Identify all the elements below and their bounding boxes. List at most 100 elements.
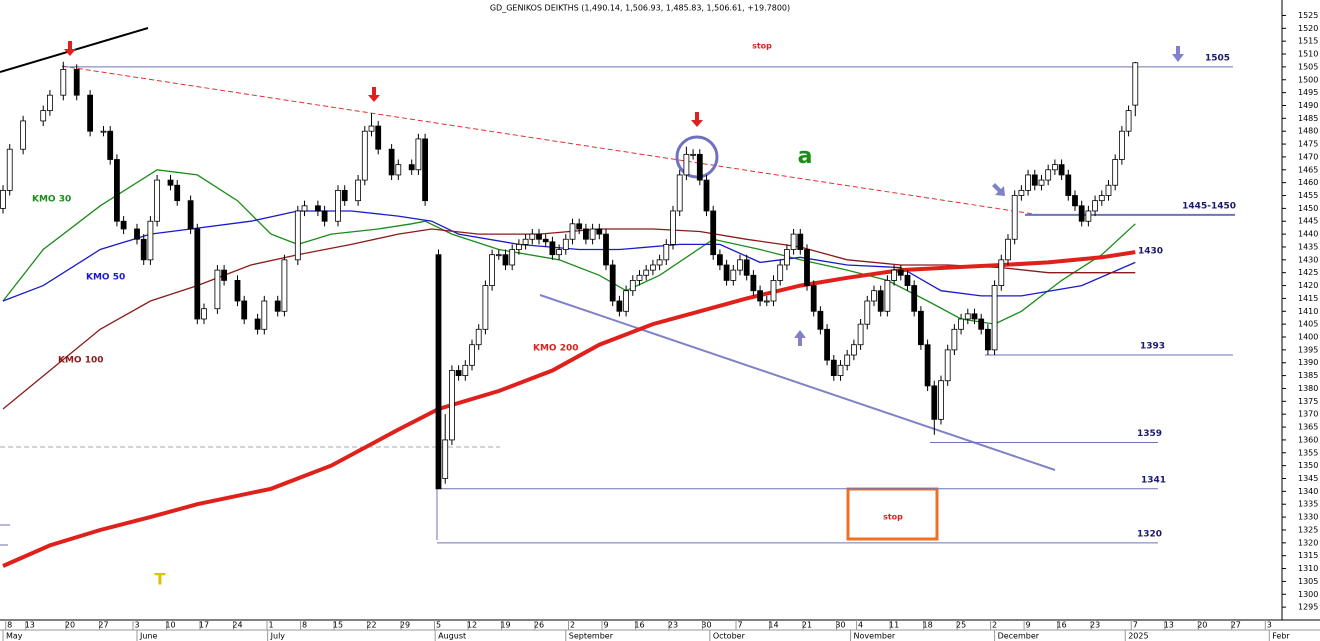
- y-tick-label: 1450: [1298, 204, 1318, 213]
- candle-body: [1005, 238, 1011, 261]
- x-tick-label: 3: [134, 621, 139, 630]
- x-tick-label: 7: [1133, 621, 1138, 630]
- candle-body: [770, 280, 777, 302]
- candle-body: [301, 205, 308, 212]
- candle-body: [690, 153, 696, 156]
- y-tick-label: 1305: [1298, 577, 1318, 586]
- moving-average: [2, 169, 1136, 325]
- candle-body: [335, 189, 341, 222]
- resistance-line: [61, 65, 1041, 216]
- y-tick-label: 1440: [1298, 230, 1318, 239]
- candle-body: [73, 69, 80, 96]
- candle-body: [87, 94, 94, 132]
- y-tick-label: 1400: [1298, 333, 1318, 342]
- x-tick-label: 4: [858, 621, 863, 630]
- candle-body: [1011, 195, 1018, 240]
- candle-body: [757, 290, 763, 302]
- series-label: KMO 30: [32, 195, 71, 205]
- arrow-up: [794, 330, 806, 346]
- level-label: 1445-1450: [1182, 201, 1236, 211]
- month-label: October: [713, 632, 746, 641]
- y-tick-label: 1465: [1298, 165, 1318, 174]
- candle-body: [140, 238, 147, 261]
- candle-body: [415, 138, 422, 171]
- y-tick-label: 1380: [1298, 384, 1318, 393]
- candle-body: [1045, 169, 1052, 181]
- candle-body: [616, 300, 623, 312]
- x-tick-label: 2: [570, 621, 575, 630]
- x-tick-label: 22: [366, 621, 376, 630]
- candle-body: [435, 254, 442, 490]
- candle-body: [134, 228, 140, 240]
- candle-body: [234, 280, 241, 302]
- candle-body: [877, 290, 884, 312]
- candle-body: [241, 300, 248, 320]
- y-tick-label: 1330: [1298, 513, 1318, 522]
- y-tick-label: 1430: [1298, 255, 1318, 264]
- arrow-down: [691, 112, 703, 127]
- level-label: 1430: [1138, 246, 1163, 256]
- candle-body: [964, 313, 971, 320]
- candle-body: [636, 274, 643, 281]
- candle-body: [971, 313, 978, 320]
- y-tick-label: 1340: [1298, 487, 1318, 496]
- candle-body: [1092, 200, 1098, 212]
- candle-body: [649, 264, 656, 271]
- arrow-diagonal: [992, 183, 1005, 196]
- y-tick-label: 1460: [1298, 178, 1318, 187]
- x-tick-label: 3: [1267, 621, 1272, 630]
- candle-body: [944, 349, 951, 382]
- candle-body: [891, 269, 897, 281]
- candle-body: [569, 223, 576, 240]
- annotation: stop: [752, 42, 772, 51]
- month-label: August: [438, 632, 466, 641]
- x-tick-label: 16: [634, 621, 644, 630]
- y-tick-label: 1365: [1298, 423, 1318, 432]
- candle-body: [0, 189, 6, 209]
- y-tick-label: 1350: [1298, 461, 1318, 470]
- series-label: KMO 50: [86, 273, 125, 283]
- candle-body: [1058, 164, 1065, 176]
- x-tick-label: 23: [1090, 621, 1100, 630]
- candle-body: [958, 318, 964, 330]
- x-tick-label: 8: [302, 621, 307, 630]
- candle-body: [991, 285, 998, 351]
- chart-title: GD_GENIKOS DEIKTHS (1,490.14, 1,506.93, …: [490, 4, 790, 13]
- x-tick-label: 14: [768, 621, 778, 630]
- y-tick-label: 1310: [1298, 564, 1318, 573]
- candle-body: [6, 148, 13, 191]
- candle-body: [723, 264, 730, 281]
- x-tick-label: 13: [1164, 621, 1174, 630]
- annotation: T: [155, 570, 166, 589]
- candle-body: [341, 189, 348, 202]
- candle-body: [556, 249, 562, 256]
- y-tick-label: 1470: [1298, 152, 1318, 161]
- candle-body: [864, 300, 871, 325]
- candle-body: [495, 254, 502, 257]
- y-tick-label: 1360: [1298, 435, 1318, 444]
- y-tick-label: 1370: [1298, 410, 1318, 419]
- candle-body: [1065, 174, 1072, 196]
- candle-body: [120, 220, 127, 230]
- candle-body: [871, 290, 877, 302]
- y-tick-label: 1520: [1298, 24, 1318, 33]
- x-tick-label: 20: [1197, 621, 1207, 630]
- candle-body: [294, 210, 301, 261]
- candle-body: [1078, 205, 1085, 222]
- y-tick-label: 1455: [1298, 191, 1318, 200]
- y-tick-label: 1390: [1298, 358, 1318, 367]
- candle-body: [482, 285, 489, 330]
- candle-body: [449, 370, 455, 441]
- x-tick-label: 15: [333, 621, 343, 630]
- candle-body: [743, 259, 750, 276]
- candle-body: [924, 344, 931, 387]
- candle-body: [516, 243, 522, 250]
- candle-body: [998, 259, 1005, 286]
- x-tick-label: 23: [668, 621, 678, 630]
- candle-body: [683, 153, 690, 176]
- candle-body: [509, 249, 516, 266]
- candle-body: [804, 249, 810, 286]
- candle-body: [408, 164, 415, 171]
- x-tick-label: 27: [1231, 621, 1241, 630]
- y-tick-label: 1515: [1298, 37, 1318, 46]
